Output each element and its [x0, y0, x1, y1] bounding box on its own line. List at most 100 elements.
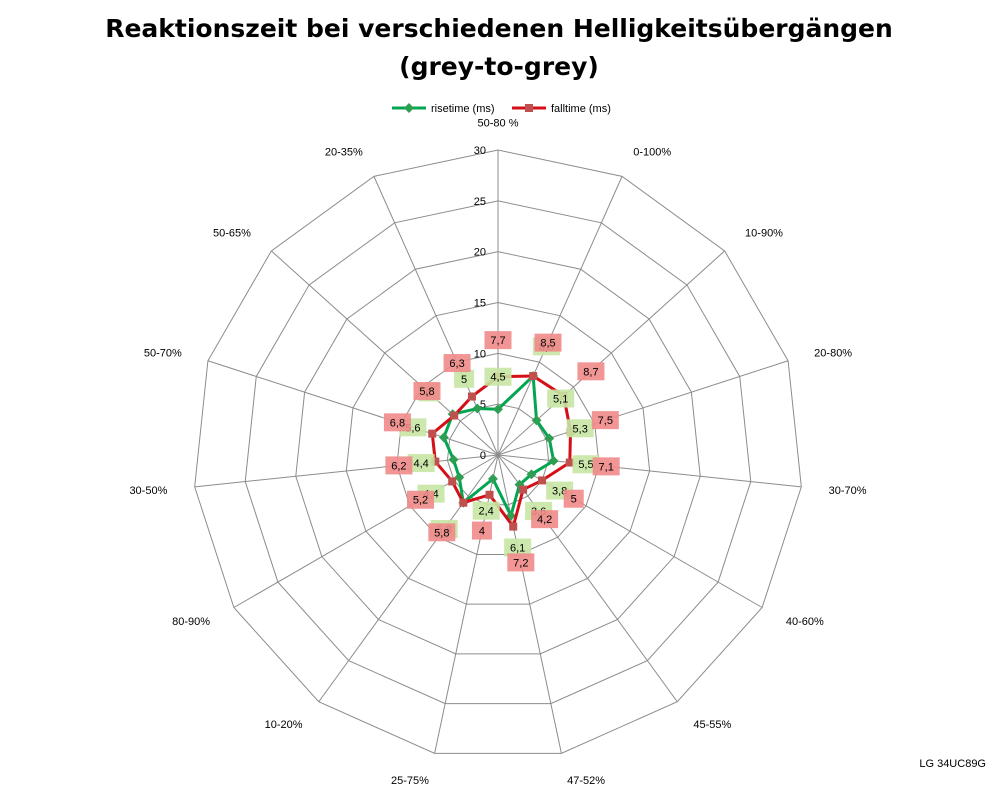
legend-marker-risetime	[404, 103, 414, 113]
risetime-data-label: 6,1	[510, 542, 525, 554]
grid-spoke	[497, 454, 802, 488]
falltime-data-label: 7,2	[513, 557, 528, 569]
risetime-marker	[526, 469, 537, 480]
risetime-label-bg	[547, 389, 575, 408]
falltime-label-bg	[484, 331, 512, 350]
category-label: 30-50%	[129, 485, 167, 497]
risetime-data-label: 4,4	[414, 458, 429, 470]
category-label: 25-75%	[391, 775, 429, 786]
radial-tick-label: 10	[474, 348, 486, 360]
risetime-data-label: 5,5	[578, 459, 593, 471]
falltime-label-bg	[471, 521, 492, 540]
category-label: 20-35%	[325, 146, 363, 158]
falltime-marker	[428, 429, 437, 438]
falltime-data-label: 7,1	[599, 461, 614, 473]
risetime-label-bg	[472, 501, 500, 520]
falltime-label-bg	[407, 490, 435, 509]
category-label: 47-52%	[567, 775, 605, 786]
falltime-marker	[459, 498, 468, 507]
falltime-data-label: 5	[571, 494, 577, 506]
falltime-data-label: 6,8	[390, 417, 405, 429]
category-label: 45-55%	[693, 719, 731, 731]
risetime-data-label: 2,4	[479, 506, 494, 518]
category-label: 20-80%	[814, 347, 852, 359]
falltime-data-label: 6,2	[391, 460, 406, 472]
falltime-marker	[509, 522, 518, 531]
legend-label-0: risetime (ms)	[431, 103, 495, 115]
risetime-label-bg	[504, 538, 532, 557]
category-label: 0-100%	[633, 146, 671, 158]
risetime-marker	[448, 454, 459, 465]
falltime-label-bg	[577, 362, 605, 381]
falltime-label-bg	[507, 553, 535, 572]
grid-ring	[244, 200, 752, 705]
risetime-label-bg	[454, 369, 475, 388]
category-label: 50-80 %	[478, 118, 519, 130]
radial-tick-label: 0	[480, 450, 486, 462]
category-label: 80-90%	[172, 616, 210, 628]
falltime-marker	[448, 477, 457, 486]
falltime-data-label: 5,8	[419, 386, 434, 398]
risetime-data-label: 4,5	[490, 372, 505, 384]
falltime-marker	[519, 485, 528, 494]
falltime-data-label: 7,7	[490, 335, 505, 347]
risetime-data-label: 5,1	[553, 394, 568, 406]
falltime-marker	[565, 458, 574, 467]
falltime-label-bg	[531, 510, 559, 529]
category-label: 50-70%	[144, 347, 182, 359]
falltime-label-bg	[443, 354, 471, 373]
risetime-data-label: 3,8	[552, 486, 567, 498]
category-label: 50-65%	[213, 228, 251, 240]
falltime-label-bg	[591, 411, 619, 430]
grid-spoke	[497, 454, 678, 703]
falltime-data-label: 5,2	[413, 495, 428, 507]
grid-spoke	[271, 250, 499, 456]
risetime-data-label: 5,3	[573, 423, 588, 435]
risetime-data-label: 5	[461, 374, 467, 386]
falltime-label-bg	[534, 333, 562, 352]
legend-marker-falltime	[525, 104, 533, 112]
falltime-data-label: 4	[479, 526, 485, 538]
category-label: 10-90%	[745, 228, 783, 240]
legend-label-1: falltime (ms)	[551, 103, 611, 115]
risetime-marker	[531, 415, 542, 426]
risetime-marker	[548, 455, 559, 466]
grid-spoke	[207, 360, 499, 456]
risetime-label-bg	[407, 454, 435, 473]
falltime-data-label: 8,5	[540, 338, 555, 350]
risetime-marker	[438, 432, 449, 443]
grid-spoke	[497, 176, 623, 456]
watermark: LG 34UC89G	[919, 758, 986, 770]
chart-title-line2: (grey-to-grey)	[399, 52, 599, 81]
falltime-marker	[538, 476, 547, 485]
falltime-marker	[450, 411, 459, 420]
risetime-label-bg	[484, 367, 512, 386]
falltime-data-label: 5,8	[434, 527, 449, 539]
falltime-marker	[485, 490, 494, 499]
category-label: 40-60%	[786, 616, 824, 628]
grid-ring	[295, 251, 701, 655]
risetime-marker	[454, 472, 465, 483]
falltime-marker	[467, 392, 476, 401]
risetime-marker	[487, 473, 498, 484]
radial-tick-label: 15	[474, 298, 486, 310]
falltime-data-label: 4,2	[537, 514, 552, 526]
falltime-label-bg	[592, 457, 620, 476]
grid-ring	[345, 301, 651, 605]
grid-spoke	[497, 454, 562, 754]
risetime-label-bg	[566, 419, 594, 438]
radial-tick-label: 5	[480, 399, 486, 411]
grid-spoke	[194, 454, 499, 488]
chart-title: Reaktionszeit bei verschiedenen Helligke…	[0, 10, 998, 86]
risetime-marker	[544, 433, 555, 444]
chart-title-line1: Reaktionszeit bei verschiedenen Helligke…	[105, 14, 893, 43]
grid-ring	[194, 149, 802, 754]
falltime-label-bg	[383, 413, 411, 432]
series-line-0	[442, 374, 556, 518]
falltime-label-bg	[413, 382, 441, 401]
grid-spoke	[318, 454, 499, 703]
falltime-marker	[431, 457, 440, 466]
grid-spoke	[497, 360, 789, 456]
radial-tick-label: 30	[474, 145, 486, 157]
